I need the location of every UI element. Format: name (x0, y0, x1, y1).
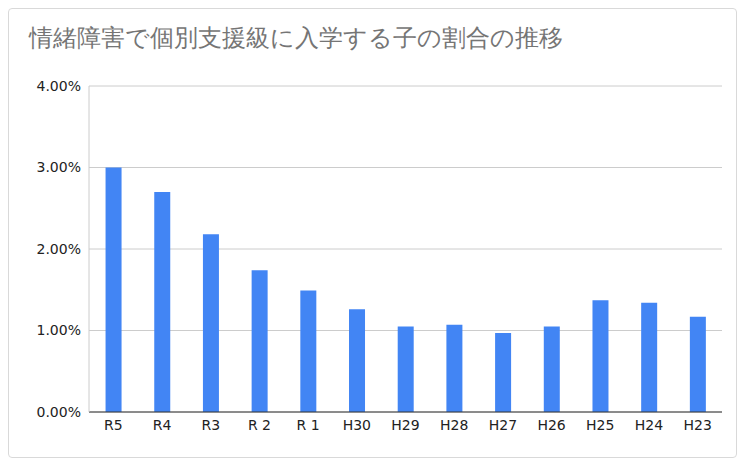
svg-text:H27: H27 (489, 417, 517, 433)
svg-text:0.00%: 0.00% (37, 404, 81, 420)
svg-text:H29: H29 (391, 417, 419, 433)
svg-text:1.00%: 1.00% (37, 322, 81, 338)
svg-text:H25: H25 (586, 417, 614, 433)
svg-text:R 2: R 2 (248, 417, 271, 433)
svg-text:H28: H28 (440, 417, 468, 433)
svg-text:3.00%: 3.00% (37, 159, 81, 175)
svg-text:H23: H23 (683, 417, 711, 433)
svg-text:R3: R3 (201, 417, 220, 433)
html-text:情緒障害で個別支援級に入学する子の割合の推移: 情緒障害で個別支援級に入学する子の割合の推移 (29, 24, 563, 52)
svg-text:H24: H24 (635, 417, 663, 433)
svg-text:R4: R4 (153, 417, 172, 433)
svg-text:H30: H30 (343, 417, 371, 433)
svg-text:2.00%: 2.00% (37, 241, 81, 257)
svg-text:H26: H26 (537, 417, 565, 433)
svg-text:R5: R5 (104, 417, 123, 433)
svg-text:R 1: R 1 (297, 417, 320, 433)
svg-text:4.00%: 4.00% (37, 78, 81, 94)
